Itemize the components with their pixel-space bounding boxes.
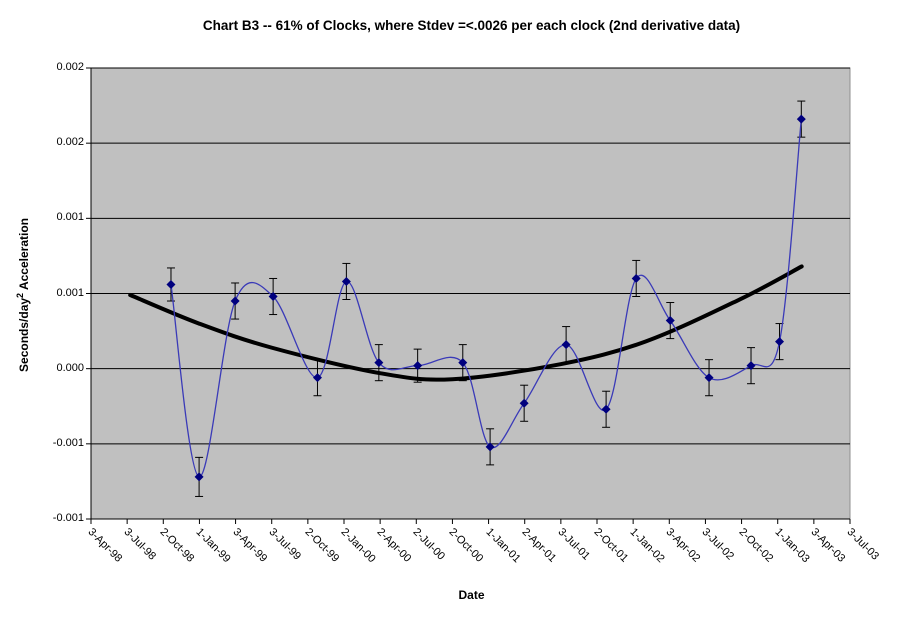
data-point-marker xyxy=(665,316,675,326)
y-axis-tick-label: 0.001 xyxy=(56,286,84,299)
data-point-marker xyxy=(796,114,806,124)
data-point-marker xyxy=(601,404,611,414)
data-point-marker xyxy=(561,340,571,350)
y-axis-tick-label: 0.000 xyxy=(56,361,84,374)
data-point-marker xyxy=(485,442,495,452)
data-point-marker xyxy=(519,398,529,408)
data-point-marker xyxy=(341,276,351,286)
data-point-marker xyxy=(775,337,785,347)
y-axis-tick-label: -0.001 xyxy=(52,512,84,524)
data-point-marker xyxy=(230,296,240,306)
data-point-marker xyxy=(312,373,322,383)
chart-title: Chart B3 -- 61% of Clocks, where Stdev =… xyxy=(202,18,741,33)
data-point-marker xyxy=(194,472,204,482)
data-point-marker xyxy=(631,273,641,283)
y-axis-tick-label: -0.001 xyxy=(52,436,84,449)
data-point-marker xyxy=(268,292,278,302)
data-point-marker xyxy=(413,361,423,371)
y-axis-tick-label: 0.002 xyxy=(56,61,84,73)
y-axis-tick-label: 0.001 xyxy=(56,211,84,224)
data-point-marker xyxy=(374,358,384,368)
data-point-marker xyxy=(458,358,468,368)
y-axis-tick-label: 0.002 xyxy=(56,136,84,149)
data-point-marker xyxy=(166,279,176,289)
data-point-marker xyxy=(746,361,756,371)
x-axis-title: Date xyxy=(458,588,485,602)
data-point-marker xyxy=(704,373,714,383)
